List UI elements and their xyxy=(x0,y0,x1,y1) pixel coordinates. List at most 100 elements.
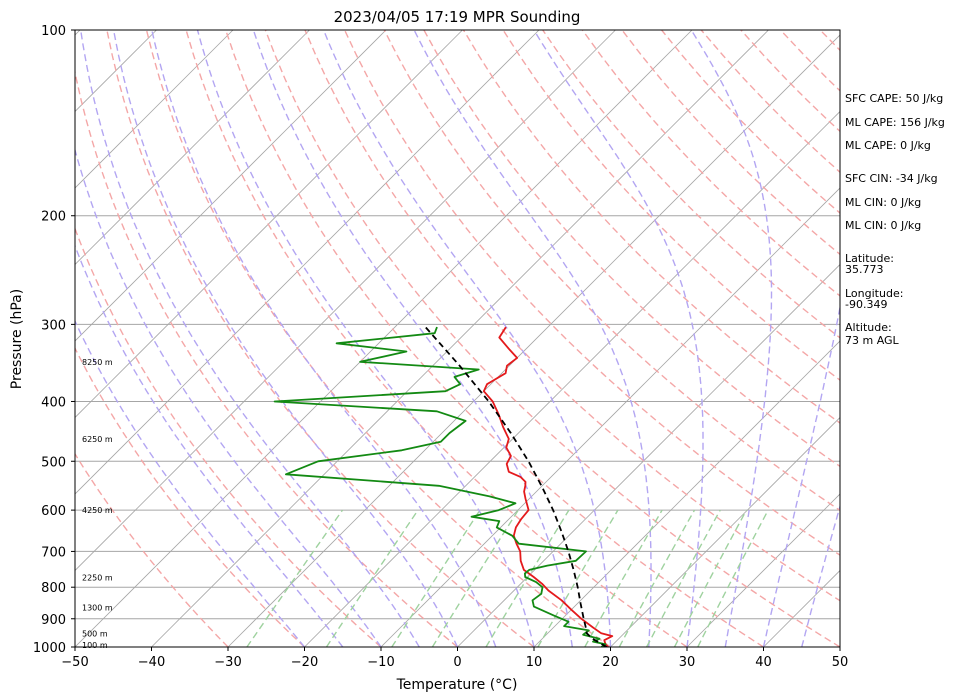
mixing-ratio-line xyxy=(537,509,619,647)
moist-adiabat xyxy=(690,30,773,647)
parcel-profile xyxy=(424,326,608,647)
height-labels: 100 m 500 m 1300 m 2250 m 4250 m 6250 m 8250 m xyxy=(82,358,113,650)
mixing-ratio-line xyxy=(246,509,344,647)
dry-adiabat xyxy=(185,30,688,647)
dewpoint-profile xyxy=(273,326,607,647)
mixing-ratio-line xyxy=(431,509,519,647)
dry-adiabat xyxy=(106,30,535,647)
sounding-annotation: ML CAPE: 156 J/kg xyxy=(845,116,945,129)
mixing-ratio-line xyxy=(673,509,748,647)
dry-adiabat xyxy=(75,68,458,647)
dry-adiabat xyxy=(145,30,611,647)
isotherm-line xyxy=(533,340,840,647)
sounding-traces xyxy=(273,326,614,647)
moist-adiabat xyxy=(801,503,840,647)
x-tick-label: −20 xyxy=(291,655,318,670)
y-tick-label: 1000 xyxy=(33,641,66,656)
mixing-ratio-line xyxy=(697,509,769,647)
sounding-annotation: Altitude: xyxy=(845,321,892,334)
isotherm-line xyxy=(686,493,840,647)
sounding-annotation: 35.773 xyxy=(845,263,884,276)
sounding-parameters: SFC CAPE: 50 J/kg ML CAPE: 156 J/kg ML CAP… xyxy=(845,92,945,347)
height-label: 1300 m xyxy=(82,604,113,613)
background-grid xyxy=(75,30,840,647)
dry-adiabat xyxy=(75,346,305,647)
moist-adiabat xyxy=(75,319,306,647)
moist-adiabat xyxy=(75,147,382,647)
sounding-annotation: SFC CAPE: 50 J/kg xyxy=(845,92,943,105)
mixing-ratio-line xyxy=(325,509,419,647)
y-tick-label: 400 xyxy=(41,395,66,410)
dry-adiabat xyxy=(423,30,840,468)
chart-title: 2023/04/05 17:19 MPR Sounding xyxy=(334,8,581,26)
dry-adiabat xyxy=(264,30,840,647)
y-axis-ticks: 1000 900 800 700 600 500 400 300 200 100 xyxy=(33,24,75,656)
dry-adiabat xyxy=(383,30,840,512)
moist-adiabat xyxy=(112,30,459,647)
height-label: 100 m xyxy=(82,641,108,650)
moist-adiabat xyxy=(196,30,535,647)
sounding-annotation: -90.349 xyxy=(845,298,887,311)
moist-adiabat xyxy=(80,30,420,647)
dry-adiabat xyxy=(581,30,840,297)
height-label: 8250 m xyxy=(82,358,113,367)
sounding-annotation: ML CIN: 0 J/kg xyxy=(845,196,921,209)
isotherm-line xyxy=(380,187,840,647)
isotherm-line xyxy=(227,34,840,647)
x-tick-label: 20 xyxy=(602,655,619,670)
isotherm-line xyxy=(304,110,840,647)
dry-adiabat xyxy=(502,30,840,382)
dry-adiabat xyxy=(304,30,840,602)
isotherm-line xyxy=(75,30,310,266)
y-axis-title: Pressure (hPa) xyxy=(9,289,25,389)
x-tick-label: −30 xyxy=(214,655,241,670)
temperature-profile xyxy=(482,326,614,647)
dry-adiabat xyxy=(343,30,840,556)
x-tick-label: −40 xyxy=(138,655,165,670)
height-label: 500 m xyxy=(82,629,108,638)
isotherm-line xyxy=(75,30,387,342)
y-tick-label: 600 xyxy=(41,504,66,519)
mixing-ratio-line xyxy=(391,509,481,647)
moist-adiabat xyxy=(75,244,344,647)
x-tick-label: 10 xyxy=(526,655,543,670)
x-tick-label: 30 xyxy=(679,655,696,670)
mixing-ratio-line xyxy=(584,509,663,647)
y-tick-label: 300 xyxy=(41,318,66,333)
height-label: 6250 m xyxy=(82,435,113,444)
isotherm-line xyxy=(75,30,616,572)
y-tick-label: 800 xyxy=(41,581,66,596)
dry-adiabat xyxy=(542,30,840,339)
x-axis-title: Temperature (°C) xyxy=(396,677,518,693)
y-tick-label: 100 xyxy=(41,24,66,39)
dry-adiabat xyxy=(225,30,764,647)
moist-adiabat xyxy=(533,30,704,647)
isotherm-line xyxy=(75,30,463,419)
moist-adiabat xyxy=(762,304,840,647)
x-tick-label: 50 xyxy=(832,655,849,670)
sounding-annotation: Latitude: xyxy=(845,252,894,265)
x-tick-label: −10 xyxy=(367,655,394,670)
height-label: 4250 m xyxy=(82,506,113,515)
isotherm-line xyxy=(457,263,840,647)
sounding-annotation: ML CAPE: 0 J/kg xyxy=(845,139,931,152)
isotherm-line xyxy=(75,30,540,495)
y-tick-label: 500 xyxy=(41,455,66,470)
mixing-ratio-line xyxy=(485,509,570,647)
sounding-annotation: ML CIN: 0 J/kg xyxy=(845,219,921,232)
y-tick-label: 200 xyxy=(41,210,66,225)
dry-adiabat xyxy=(462,30,840,424)
y-tick-label: 700 xyxy=(41,545,66,560)
sounding-annotation: SFC CIN: -34 J/kg xyxy=(845,172,938,185)
isotherm-line xyxy=(75,30,234,189)
dry-adiabat xyxy=(75,452,229,647)
sounding-annotation: 73 m AGL xyxy=(845,334,900,347)
mixing-ratio-line xyxy=(645,509,721,647)
x-axis-ticks: −50 −40 −30 −20 −10 0 10 20 30 40 50 xyxy=(61,647,848,670)
x-tick-label: −50 xyxy=(61,655,88,670)
mixing-ratio-line xyxy=(618,509,696,647)
moist-adiabat xyxy=(413,30,652,647)
height-label: 2250 m xyxy=(82,574,113,583)
